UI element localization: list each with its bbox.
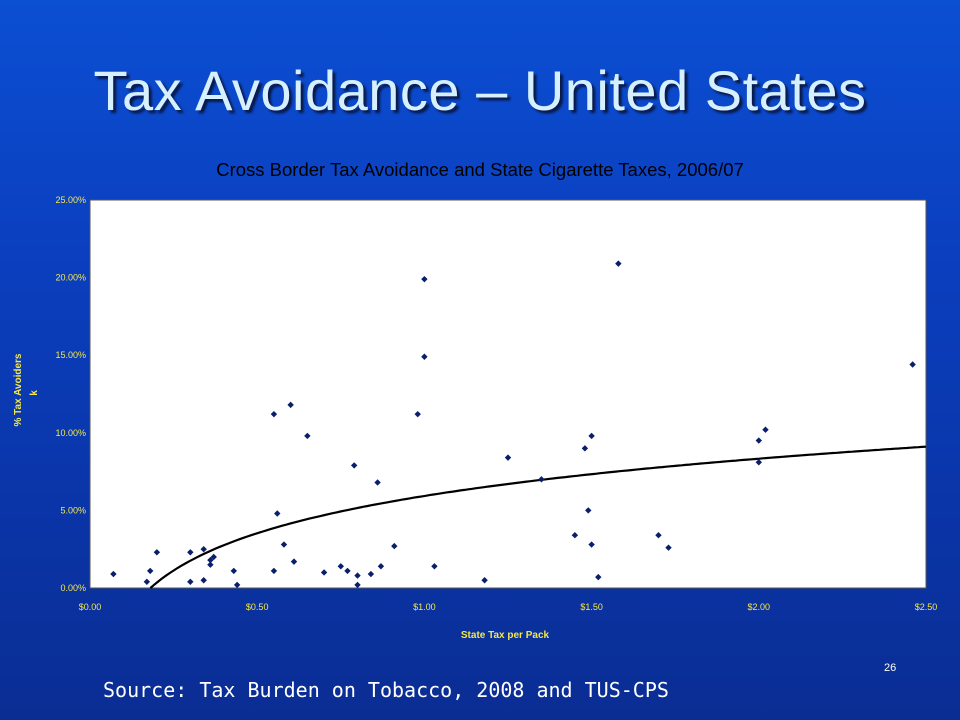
data-point bbox=[200, 546, 207, 553]
data-point bbox=[571, 532, 579, 539]
data-point bbox=[538, 476, 545, 483]
data-point bbox=[270, 567, 278, 575]
data-point bbox=[909, 361, 916, 368]
x-axis-tick-labels: $0.00 $0.50 $1.00 $1.50 $2.00 $2.50 bbox=[79, 602, 938, 612]
data-point bbox=[431, 563, 438, 570]
y-tick-label: 5.00% bbox=[60, 505, 86, 515]
x-tick-label: $0.50 bbox=[246, 602, 269, 612]
data-point bbox=[354, 581, 361, 589]
data-point bbox=[377, 563, 385, 570]
data-points-group bbox=[110, 260, 916, 589]
data-point bbox=[588, 432, 595, 440]
data-point bbox=[421, 353, 428, 360]
data-point bbox=[270, 410, 278, 418]
data-point bbox=[337, 563, 344, 570]
chart-title: Cross Border Tax Avoidance and State Cig… bbox=[216, 159, 744, 180]
data-point bbox=[504, 454, 512, 461]
data-point bbox=[414, 410, 421, 418]
data-point bbox=[354, 572, 361, 579]
data-point bbox=[755, 437, 762, 444]
y-tick-label: 20.00% bbox=[55, 273, 86, 283]
data-point bbox=[595, 573, 602, 581]
x-tick-label: $0.00 bbox=[79, 602, 102, 612]
data-point bbox=[110, 570, 117, 578]
data-point bbox=[585, 507, 592, 514]
y-tick-label: 15.00% bbox=[55, 350, 86, 360]
data-point bbox=[344, 567, 351, 575]
data-point bbox=[367, 570, 375, 578]
y-tick-label: 25.00% bbox=[55, 195, 86, 205]
data-point bbox=[421, 275, 428, 283]
data-point bbox=[143, 578, 151, 585]
trendline bbox=[149, 445, 927, 589]
slide-title: Tax Avoidance – United States bbox=[93, 59, 867, 122]
slide-number: 26 bbox=[884, 662, 897, 674]
data-point bbox=[304, 432, 311, 440]
data-point bbox=[233, 581, 241, 589]
data-point bbox=[588, 541, 595, 548]
data-point bbox=[153, 549, 161, 556]
data-point bbox=[287, 401, 294, 409]
data-point bbox=[350, 462, 358, 469]
y-axis-tick-labels: 0.00% 5.00% 10.00% 15.00% 20.00% 25.00% bbox=[55, 195, 86, 593]
data-point bbox=[755, 459, 762, 466]
data-point bbox=[146, 567, 154, 575]
x-tick-label: $2.50 bbox=[915, 602, 938, 612]
data-point bbox=[230, 567, 237, 575]
source-note: Source: Tax Burden on Tobacco, 2008 and … bbox=[103, 678, 669, 702]
data-point bbox=[274, 510, 281, 517]
data-point bbox=[391, 542, 398, 550]
x-axis-title: State Tax per Pack bbox=[461, 630, 550, 641]
data-point bbox=[207, 556, 214, 564]
data-point bbox=[665, 544, 672, 551]
x-tick-label: $1.00 bbox=[413, 602, 436, 612]
data-point bbox=[615, 260, 622, 267]
data-point bbox=[280, 541, 288, 548]
y-tick-label: 10.00% bbox=[55, 428, 86, 438]
data-point bbox=[187, 578, 194, 585]
data-point bbox=[210, 553, 217, 561]
data-point bbox=[374, 479, 381, 486]
data-point bbox=[655, 532, 662, 539]
data-point bbox=[581, 445, 589, 452]
data-point bbox=[207, 561, 214, 568]
y-axis-title-extra: k bbox=[29, 390, 40, 396]
y-axis-title: % Tax Avoiders bbox=[13, 353, 24, 426]
data-point bbox=[320, 569, 328, 576]
y-tick-label: 0.00% bbox=[60, 583, 86, 593]
data-point bbox=[290, 558, 298, 565]
plot-area bbox=[89, 199, 927, 589]
data-point bbox=[481, 577, 488, 584]
trendline-group bbox=[149, 445, 927, 589]
data-point bbox=[187, 549, 194, 556]
x-tick-label: $2.00 bbox=[748, 602, 771, 612]
data-point bbox=[200, 577, 207, 584]
x-tick-label: $1.50 bbox=[580, 602, 603, 612]
data-point bbox=[762, 426, 769, 433]
